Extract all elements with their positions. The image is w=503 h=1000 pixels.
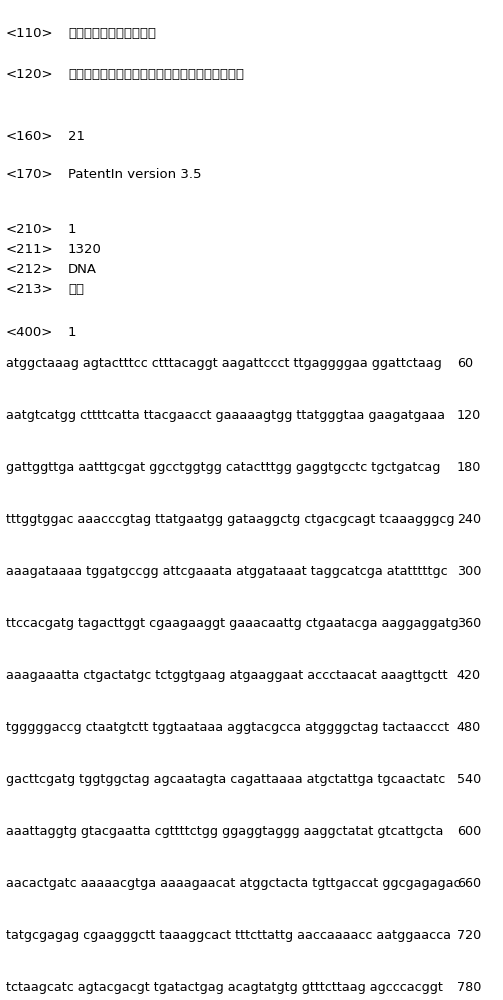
Text: tttggtggac aaacccgtag ttatgaatgg gataaggctg ctgacgcagt tcaaagggcg: tttggtggac aaacccgtag ttatgaatgg gataagg… [6, 513, 455, 526]
Text: 780: 780 [457, 981, 481, 994]
Text: 420: 420 [457, 669, 481, 682]
Text: 1: 1 [68, 223, 76, 236]
Text: 360: 360 [457, 617, 481, 630]
Text: gacttcgatg tggtggctag agcaatagta cagattaaaa atgctattga tgcaactatc: gacttcgatg tggtggctag agcaatagta cagatta… [6, 773, 445, 786]
Text: PatentIn version 3.5: PatentIn version 3.5 [68, 168, 201, 181]
Text: 一株表达木糖异构醂的酵酒酵母菁株及其构建方法: 一株表达木糖异构醂的酵酒酵母菁株及其构建方法 [68, 68, 244, 81]
Text: <211>: <211> [6, 243, 54, 256]
Text: atggctaaag agtactttcc ctttacaggt aagattccct ttgaggggaa ggattctaag: atggctaaag agtactttcc ctttacaggt aagattc… [6, 357, 442, 370]
Text: 540: 540 [457, 773, 481, 786]
Text: 60: 60 [457, 357, 473, 370]
Text: <210>: <210> [6, 223, 54, 236]
Text: ttccacgatg tagacttggt cgaagaaggt gaaacaattg ctgaatacga aaggaggatg: ttccacgatg tagacttggt cgaagaaggt gaaacaa… [6, 617, 459, 630]
Text: aaattaggtg gtacgaatta cgttttctgg ggaggtaggg aaggctatat gtcattgcta: aaattaggtg gtacgaatta cgttttctgg ggaggta… [6, 825, 444, 838]
Text: <120>: <120> [6, 68, 54, 81]
Text: 1320: 1320 [68, 243, 102, 256]
Text: <160>: <160> [6, 130, 53, 143]
Text: <400>: <400> [6, 326, 53, 339]
Text: <212>: <212> [6, 263, 54, 276]
Text: tgggggaccg ctaatgtctt tggtaataaa aggtacgcca atggggctag tactaaccct: tgggggaccg ctaatgtctt tggtaataaa aggtacg… [6, 721, 449, 734]
Text: aatgtcatgg cttttcatta ttacgaacct gaaaaagtgg ttatgggtaa gaagatgaaa: aatgtcatgg cttttcatta ttacgaacct gaaaaag… [6, 409, 445, 422]
Text: aaagaaatta ctgactatgc tctggtgaag atgaaggaat accctaacat aaagttgctt: aaagaaatta ctgactatgc tctggtgaag atgaagg… [6, 669, 448, 682]
Text: 21: 21 [68, 130, 85, 143]
Text: 300: 300 [457, 565, 481, 578]
Text: 660: 660 [457, 877, 481, 890]
Text: DNA: DNA [68, 263, 97, 276]
Text: 120: 120 [457, 409, 481, 422]
Text: 未知: 未知 [68, 283, 84, 296]
Text: <110>: <110> [6, 27, 54, 40]
Text: gattggttga aatttgcgat ggcctggtgg catactttgg gaggtgcctc tgctgatcag: gattggttga aatttgcgat ggcctggtgg catactt… [6, 461, 441, 474]
Text: <213>: <213> [6, 283, 54, 296]
Text: <170>: <170> [6, 168, 54, 181]
Text: aaagataaaa tggatgccgg attcgaaata atggataaat taggcatcga atatttttgc: aaagataaaa tggatgccgg attcgaaata atggata… [6, 565, 448, 578]
Text: 240: 240 [457, 513, 481, 526]
Text: tatgcgagag cgaagggctt taaaggcact tttcttattg aaccaaaacc aatggaacca: tatgcgagag cgaagggctt taaaggcact tttctta… [6, 929, 451, 942]
Text: aacactgatc aaaaacgtga aaaagaacat atggctacta tgttgaccat ggcgagagac: aacactgatc aaaaacgtga aaaagaacat atggcta… [6, 877, 461, 890]
Text: 180: 180 [457, 461, 481, 474]
Text: 600: 600 [457, 825, 481, 838]
Text: 720: 720 [457, 929, 481, 942]
Text: 480: 480 [457, 721, 481, 734]
Text: tctaagcatc agtacgacgt tgatactgag acagtatgtg gtttcttaag agcccacggt: tctaagcatc agtacgacgt tgatactgag acagtat… [6, 981, 443, 994]
Text: 1: 1 [68, 326, 76, 339]
Text: 中石化上海工程有限公司: 中石化上海工程有限公司 [68, 27, 156, 40]
